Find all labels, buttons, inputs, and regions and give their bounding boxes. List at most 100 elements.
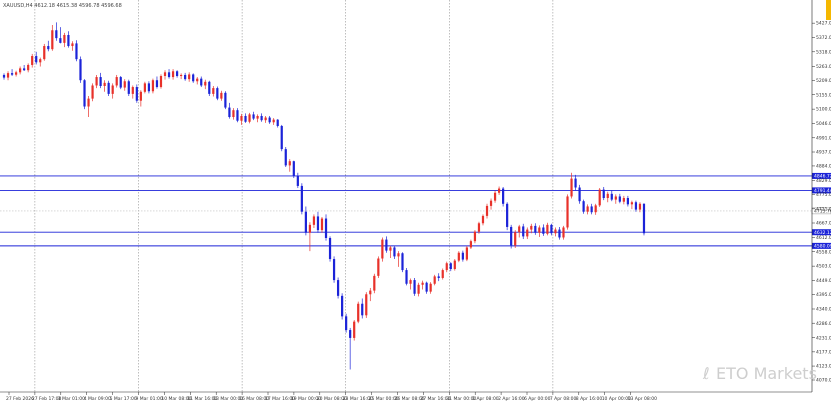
candle	[606, 191, 609, 203]
candle-body	[123, 81, 126, 88]
candle-body	[39, 59, 42, 63]
y-tick-label: 4340.00	[816, 307, 831, 313]
candle-body	[598, 189, 601, 206]
candle	[377, 256, 380, 278]
candle	[574, 174, 577, 191]
candle	[582, 199, 585, 214]
candle	[312, 214, 316, 229]
candle-body	[264, 117, 267, 121]
candle-body	[276, 119, 279, 126]
candle	[421, 280, 424, 290]
candle-body	[453, 260, 456, 270]
symbol-header: XAUUSD,H4 4612.18 4615.38 4596.78 4596.6…	[3, 3, 122, 9]
candle-body	[208, 81, 211, 94]
candle-body	[71, 43, 74, 47]
y-tick-label: 4829.00	[816, 178, 831, 184]
candle	[610, 190, 613, 202]
candle	[151, 78, 155, 94]
candle-body	[332, 259, 336, 281]
candle-body	[288, 161, 291, 166]
candle-body	[175, 71, 179, 77]
y-tick-label: 4937.00	[816, 150, 831, 156]
x-tick-label: 13 Mar 00:00	[213, 396, 243, 402]
candle	[417, 282, 420, 297]
indicator-bar	[826, 0, 831, 20]
candle	[204, 79, 207, 90]
candle	[485, 203, 489, 219]
candle	[39, 57, 42, 67]
candle	[546, 222, 549, 236]
candle-body	[437, 276, 440, 278]
candle	[95, 74, 98, 89]
y-tick-label: 5046.00	[816, 121, 831, 127]
candle-body	[224, 92, 227, 108]
x-tick-label: 31 Mar 00:00	[446, 396, 476, 402]
candle-body	[634, 202, 638, 210]
candle	[566, 194, 569, 230]
candle-body	[433, 276, 436, 284]
candle-body	[429, 283, 432, 292]
candle	[63, 32, 66, 48]
candle	[405, 267, 408, 286]
candle-body	[47, 46, 50, 50]
candle	[602, 186, 605, 201]
candle	[175, 70, 179, 78]
x-tick-label: 16 Mar 08:00	[239, 396, 269, 402]
candle	[83, 79, 86, 110]
candle	[272, 118, 275, 125]
candle	[425, 281, 428, 294]
candle-body	[618, 196, 621, 202]
y-tick-label: 4612.00	[816, 235, 831, 241]
candle-body	[31, 56, 34, 65]
y-tick-label: 4558.00	[816, 249, 831, 255]
candle-body	[582, 201, 585, 212]
y-tick-label: 5263.00	[816, 64, 831, 70]
candle	[328, 236, 332, 262]
level-label: 4846.72	[814, 174, 831, 180]
price-axis: 5427.00 5372.00 5318.00 5263.00 5209.00 5155.…	[811, 0, 831, 392]
candle-body	[558, 229, 561, 238]
y-tick-label: 5209.00	[816, 78, 831, 84]
candle	[614, 194, 617, 204]
candle-body	[200, 78, 203, 86]
candle	[554, 227, 557, 237]
candle-body	[292, 161, 295, 176]
candle-body	[614, 196, 617, 200]
candle-body	[127, 81, 130, 94]
candlestick-series	[2, 22, 646, 370]
candle-body	[131, 87, 134, 94]
level-tag	[812, 172, 831, 179]
candle-body	[91, 85, 94, 99]
candle-body	[139, 91, 142, 101]
candle-body	[441, 270, 444, 278]
candle	[236, 108, 239, 123]
candle	[397, 251, 400, 267]
candle	[292, 160, 295, 179]
candle-body	[445, 263, 448, 271]
candle-body	[163, 72, 167, 77]
candle	[180, 73, 183, 80]
candle	[473, 230, 477, 244]
candle-body	[43, 46, 46, 60]
x-tick-label: 25 Mar 00:00	[369, 396, 399, 402]
y-tick-label: 4449.00	[816, 278, 831, 284]
candle-body	[135, 87, 138, 101]
candle	[433, 274, 436, 286]
candle	[99, 72, 102, 89]
candle-body	[336, 280, 340, 296]
x-tick-label: 27 Feb 2026	[6, 396, 34, 402]
candle-body	[401, 253, 404, 271]
candle-body	[590, 206, 593, 213]
candle-body	[578, 187, 581, 202]
candle-body	[14, 72, 18, 75]
candle	[586, 204, 589, 215]
candle-body	[570, 178, 573, 197]
candle	[481, 214, 485, 226]
candle	[147, 81, 151, 94]
candle	[413, 277, 416, 296]
x-tick-label: 7 Apr 08:00	[550, 396, 577, 402]
candle	[429, 282, 432, 294]
